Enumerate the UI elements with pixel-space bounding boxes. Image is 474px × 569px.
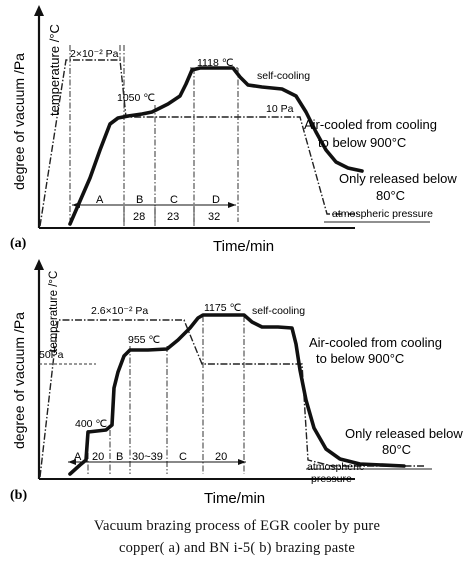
panel-b-value-a: 20	[92, 451, 104, 463]
panel-a-value-b: 28	[133, 211, 145, 223]
panel-a-annot-10pa: 10 Pa	[266, 103, 294, 115]
panel-a-ylabel-left: degree of vacuum /Pa	[11, 53, 27, 190]
panel-b-annot-vacuum: 2.6×10⁻² Pa	[91, 305, 148, 317]
panel-b-vacuum-curve	[39, 319, 426, 478]
figure-caption-line-1: Vacuum brazing process of EGR cooler by …	[93, 518, 381, 534]
panel-a-label: (a)	[10, 236, 27, 251]
panel-b-annot-400: 400 ℃	[75, 418, 107, 430]
panel-b-temperature-curve	[68, 313, 406, 476]
panel-a-annot-atm: atmospheric pressure	[332, 208, 433, 220]
panel-b-annot-selfcool: self-cooling	[252, 305, 305, 317]
panel-b-value-c: 20	[215, 451, 227, 463]
panel-a-vacuum-curve	[39, 59, 358, 227]
panel-b-xlabel: Time/min	[204, 490, 265, 507]
panel-b-segment-c: C	[179, 451, 187, 463]
panel-b-annot-atm-1: atmospheric	[307, 461, 364, 473]
panel-b-annot-release-2: 80°C	[382, 442, 411, 457]
panel-a-value-c: 23	[167, 211, 179, 223]
panel-a-annot-1050: 1050 ℃	[117, 92, 155, 104]
panel-b-segment-b: B	[116, 451, 123, 463]
panel-b-dim-arrow-right	[238, 459, 246, 465]
panel-b-label: (b)	[10, 488, 27, 503]
panel-a-annot-release-2: 80°C	[376, 188, 405, 203]
panel-a-dim-arrow-right	[228, 202, 236, 208]
panel-b-annot-aircool-1: Air-cooled from cooling	[309, 335, 442, 350]
panel-a: degree of vacuum /Pa temperature /°C Tim…	[10, 5, 457, 255]
panel-b-annot-release-1: Only released below	[345, 426, 463, 441]
panel-a-segment-a: A	[96, 194, 104, 206]
panel-b-ylabel-right: temperature /°C	[48, 271, 60, 352]
panel-a-temperature-curve	[68, 66, 364, 226]
figure-caption-line-2: copper( a) and BN i-5( b) brazing paste	[118, 540, 356, 556]
panel-a-dim-arrow-left	[72, 202, 80, 208]
panel-a-value-d: 32	[208, 211, 220, 223]
panel-a-segment-b: B	[136, 194, 143, 206]
panel-b-ylabel-left: degree of vacuum /Pa	[11, 312, 27, 449]
panel-a-y-arrow	[34, 5, 44, 16]
panel-a-ylabel-right: temperature /°C	[47, 24, 62, 116]
panel-b-y-arrow	[34, 259, 44, 270]
panel-a-annot-vacuum: 2×10⁻² Pa	[70, 48, 119, 60]
panel-b-segment-a: A	[74, 451, 82, 463]
panel-a-xlabel: Time/min	[213, 238, 274, 255]
panel-b-annot-955: 955 ℃	[128, 334, 160, 346]
panel-b: degree of vacuum /Pa temperature /°C Tim…	[10, 259, 463, 507]
panel-b-value-b: 30~39	[132, 451, 163, 463]
panel-a-annot-1118: 1118 ℃	[197, 57, 234, 69]
panel-b-annot-1175: 1175 ℃	[204, 302, 241, 314]
panel-a-segment-d: D	[212, 194, 220, 206]
panel-a-annot-aircool-1: Air-cooled from cooling	[304, 117, 437, 132]
panel-b-guides	[87, 316, 245, 474]
panel-a-annot-aircool-2: to below 900°C	[318, 135, 406, 150]
panel-a-guides	[69, 45, 239, 222]
panel-a-annot-selfcool: self-cooling	[257, 70, 310, 82]
panel-b-annot-atm-2: pressure	[311, 473, 352, 485]
panel-a-annot-release-1: Only released below	[339, 171, 457, 186]
panel-b-annot-aircool-2: to below 900°C	[316, 351, 404, 366]
panel-b-annot-50pa: 50Pa	[39, 349, 64, 361]
panel-a-segment-c: C	[170, 194, 178, 206]
panel-b-dim-arrow-left	[68, 459, 76, 465]
